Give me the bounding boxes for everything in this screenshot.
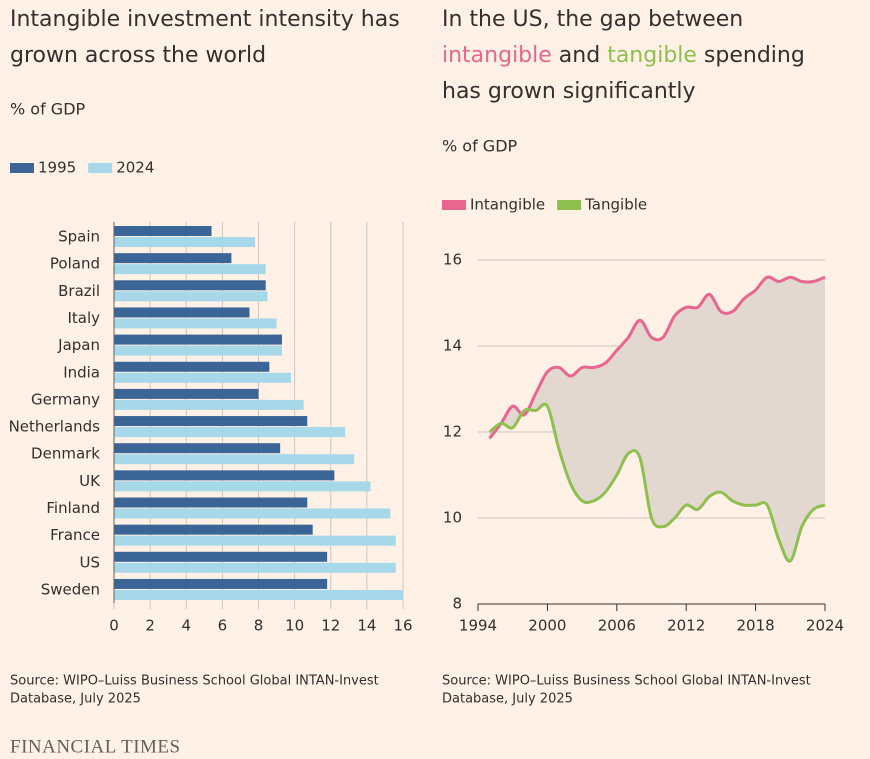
title-part: intangible — [442, 43, 552, 68]
legend-swatch — [88, 163, 113, 173]
gap-area — [489, 276, 825, 562]
bar — [114, 237, 255, 247]
x-tick-label: 2024 — [806, 617, 844, 635]
bar — [114, 345, 282, 356]
bar — [114, 361, 270, 372]
x-tick-label: 2006 — [598, 617, 636, 635]
legend-label: Tangible — [584, 196, 647, 214]
x-tick-label: 2000 — [528, 617, 566, 635]
bar — [114, 427, 346, 438]
bar — [114, 291, 268, 302]
y-tick-label: 12 — [443, 423, 462, 441]
bar — [114, 562, 396, 573]
bar — [114, 470, 335, 481]
bar — [114, 508, 391, 519]
source-note: Source: WIPO–Luiss Business School Globa… — [10, 674, 379, 689]
x-tick-label: 2 — [145, 617, 155, 635]
legend-label: 1995 — [38, 159, 76, 177]
chart-title: Intangible investment intensity has — [10, 7, 400, 32]
bar — [114, 481, 371, 492]
bar — [114, 334, 282, 345]
chart-title: has grown significantly — [442, 79, 696, 104]
bar — [114, 578, 328, 589]
y-tick-label: UK — [79, 472, 101, 490]
legend-swatch — [557, 200, 582, 210]
y-tick-label: India — [63, 363, 100, 381]
x-tick-label: 12 — [321, 617, 340, 635]
subtitle: % of GDP — [442, 137, 518, 156]
x-tick-label: 1994 — [459, 617, 497, 635]
x-tick-label: 6 — [218, 617, 228, 635]
y-tick-label: 10 — [443, 509, 462, 527]
y-tick-label: France — [50, 526, 100, 544]
source-note: Source: WIPO–Luiss Business School Globa… — [442, 674, 811, 689]
chart-title: grown across the world — [10, 43, 266, 68]
y-tick-label: Poland — [50, 255, 100, 273]
x-tick-label: 4 — [181, 617, 191, 635]
title-part: tangible — [607, 43, 697, 68]
x-tick-label: 14 — [357, 617, 376, 635]
y-tick-label: Japan — [57, 336, 100, 354]
x-tick-label: 2018 — [737, 617, 775, 635]
bar — [114, 589, 403, 600]
legend-label: Intangible — [470, 196, 545, 214]
legend-swatch — [10, 163, 34, 173]
x-tick-label: 8 — [254, 617, 264, 635]
bar — [114, 253, 232, 264]
bar — [114, 399, 304, 410]
chart-title: intangible and tangible spending — [442, 43, 805, 68]
source-note: Database, July 2025 — [10, 692, 141, 707]
y-tick-label: Finland — [46, 499, 100, 517]
bar — [114, 443, 281, 454]
title-part: In the US, the gap between — [442, 7, 743, 32]
bar — [114, 551, 328, 562]
legend-swatch — [442, 200, 466, 210]
y-tick-label: US — [79, 553, 100, 571]
source-note: Database, July 2025 — [442, 692, 573, 707]
legend-label: 2024 — [116, 159, 154, 177]
bar — [114, 524, 313, 535]
bar — [114, 307, 250, 318]
title-part: Intangible investment intensity has — [10, 7, 400, 32]
y-tick-label: Spain — [58, 228, 100, 246]
bar — [114, 454, 355, 465]
y-tick-label: Netherlands — [9, 418, 101, 436]
footer-logo: FINANCIAL TIMES — [10, 736, 181, 757]
y-tick-label: 16 — [443, 251, 462, 269]
y-tick-label: 8 — [452, 595, 462, 613]
bar — [114, 372, 292, 383]
bar — [114, 318, 277, 329]
x-tick-label: 2012 — [667, 617, 705, 635]
y-tick-label: Italy — [67, 309, 100, 327]
title-part: grown across the world — [10, 43, 266, 68]
line-series — [488, 402, 826, 563]
y-tick-label: Germany — [31, 390, 100, 408]
title-part: has grown significantly — [442, 79, 696, 104]
x-tick-label: 16 — [393, 617, 412, 635]
bar — [114, 226, 212, 236]
y-tick-label: 14 — [443, 337, 462, 355]
bar — [114, 416, 308, 427]
chart-title: In the US, the gap between — [442, 7, 743, 32]
line-series — [488, 275, 826, 440]
y-tick-label: Brazil — [58, 282, 100, 300]
title-part: and — [552, 43, 607, 68]
bar — [114, 280, 266, 291]
bar — [114, 535, 396, 546]
title-part: spending — [697, 43, 805, 68]
bar — [114, 264, 266, 275]
x-tick-label: 10 — [285, 617, 304, 635]
bar — [114, 497, 308, 508]
y-tick-label: Sweden — [41, 580, 100, 598]
bar — [114, 388, 259, 399]
subtitle: % of GDP — [10, 100, 86, 119]
x-tick-label: 0 — [109, 617, 119, 635]
y-tick-label: Denmark — [31, 445, 100, 463]
